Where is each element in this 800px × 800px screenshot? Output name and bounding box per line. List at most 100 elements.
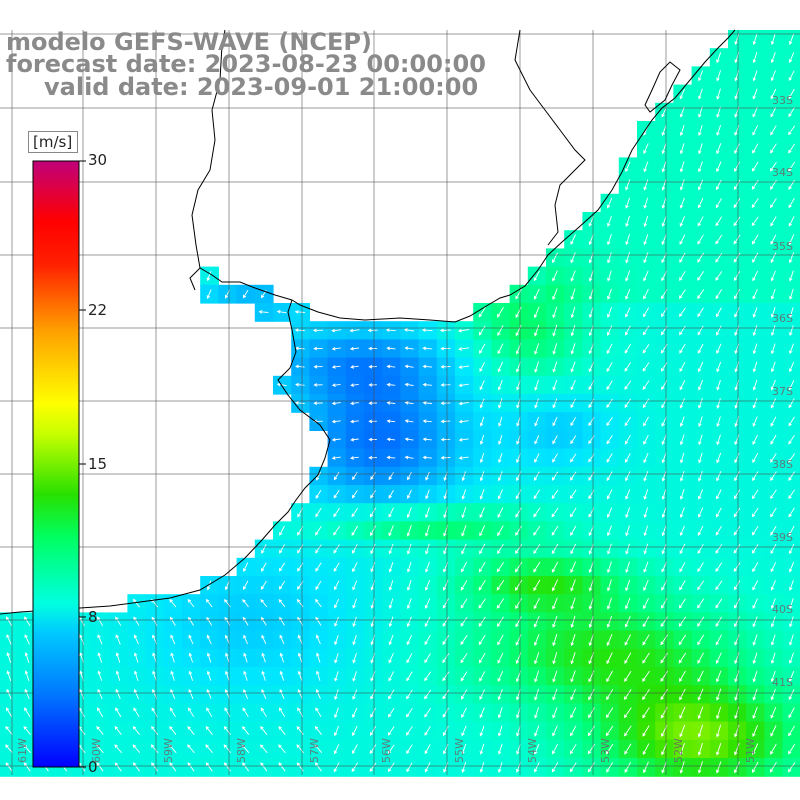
wind-arrow <box>715 634 722 646</box>
wind-arrow <box>607 561 612 574</box>
wind-arrow <box>625 234 630 246</box>
wind-arrow <box>440 346 451 351</box>
wind-arrow <box>261 634 267 645</box>
wind-arrow <box>461 725 467 737</box>
wind-arrow <box>625 471 631 482</box>
wind-arrow <box>479 725 485 737</box>
wind-arrow <box>697 307 704 318</box>
wind-arrow <box>315 580 322 590</box>
wind-arrow <box>570 398 576 409</box>
wind-arrow <box>498 416 503 427</box>
latitude-label: 39S <box>772 531 793 544</box>
wind-arrow <box>23 725 31 735</box>
wind-arrow <box>587 743 596 755</box>
wind-arrow <box>276 382 287 387</box>
wind-arrow <box>368 364 377 369</box>
wind-arrow <box>313 401 323 405</box>
wind-arrow <box>422 419 432 423</box>
wind-arrow <box>313 383 323 387</box>
wind-arrow <box>333 744 340 755</box>
wind-arrow <box>715 652 722 664</box>
wind-arrow <box>679 670 686 682</box>
wind-arrow <box>425 489 430 500</box>
wind-arrow <box>205 744 213 754</box>
estuary-shoreline <box>189 267 293 301</box>
wind-arrow <box>752 743 759 756</box>
wind-arrow <box>716 452 722 464</box>
wind-arrow <box>440 419 451 424</box>
valid-date: valid date: 2023-09-01 21:00:00 <box>44 73 479 101</box>
wind-arrow <box>789 325 794 337</box>
wind-arrow <box>752 616 758 628</box>
wind-arrow <box>205 725 213 735</box>
wind-arrow <box>789 270 794 282</box>
wind-arrow <box>387 762 395 773</box>
wind-arrow <box>551 561 559 573</box>
wind-arrow <box>388 561 394 573</box>
wind-arrow <box>279 544 285 554</box>
wind-arrow <box>570 453 577 463</box>
wind-arrow <box>734 743 740 756</box>
wind-arrow <box>697 670 704 683</box>
wind-arrow <box>788 525 795 536</box>
wind-arrow <box>534 743 540 755</box>
wind-arrow <box>187 725 195 735</box>
wind-arrow <box>715 289 723 300</box>
wind-arrow <box>625 525 630 537</box>
wind-arrow <box>697 379 704 391</box>
wind-arrow <box>170 652 175 663</box>
wind-arrow <box>404 455 414 460</box>
wind-arrow <box>404 401 414 405</box>
wind-arrow <box>479 343 486 354</box>
wind-arrow <box>679 580 686 591</box>
wind-arrow <box>406 561 412 573</box>
wind-arrow <box>424 598 431 609</box>
wind-arrow <box>169 725 177 735</box>
wind-arrow <box>752 270 759 282</box>
wind-arrow <box>552 252 558 264</box>
wind-arrow <box>770 616 776 628</box>
wind-arrow <box>115 616 122 626</box>
wind-arrow <box>679 270 686 281</box>
wind-arrow <box>424 524 430 537</box>
wind-arrow <box>314 725 322 735</box>
wind-arrow <box>312 328 324 333</box>
wind-arrow <box>533 616 540 628</box>
wind-arrow <box>352 598 358 609</box>
latitude-label: 40S <box>772 603 793 616</box>
wind-arrow <box>388 634 394 646</box>
wind-arrow <box>407 471 412 481</box>
wind-arrow <box>752 343 758 355</box>
wind-arrow <box>294 328 305 332</box>
wind-arrow <box>788 33 795 45</box>
wind-arrow <box>716 70 722 82</box>
wind-arrow <box>460 580 468 591</box>
wind-arrow <box>479 507 485 519</box>
wind-arrow <box>243 670 248 681</box>
wind-arrow <box>715 307 722 318</box>
wind-arrow <box>406 689 413 700</box>
wind-arrow <box>624 616 631 628</box>
wind-arrow <box>570 652 576 665</box>
longitude-label: 56W <box>379 738 393 763</box>
colorbar-tick-label: 15 <box>88 455 108 473</box>
wind-arrow <box>788 107 795 118</box>
wind-arrow <box>752 288 758 300</box>
wind-arrow <box>643 525 649 537</box>
wind-arrow <box>331 419 341 424</box>
wind-arrow <box>133 616 140 626</box>
wind-speed-cells <box>0 30 800 777</box>
wind-arrow <box>316 652 321 663</box>
wind-arrow <box>569 762 577 773</box>
wind-arrow <box>661 470 667 482</box>
wind-arrow <box>23 762 31 772</box>
wind-arrow <box>715 198 722 209</box>
wind-arrow <box>752 634 758 646</box>
wind-arrow <box>606 670 613 683</box>
wind-arrow <box>587 762 595 773</box>
wind-arrow <box>678 598 686 609</box>
wind-arrow <box>442 598 449 609</box>
wind-arrow <box>350 437 359 442</box>
wind-arrow <box>624 343 631 354</box>
